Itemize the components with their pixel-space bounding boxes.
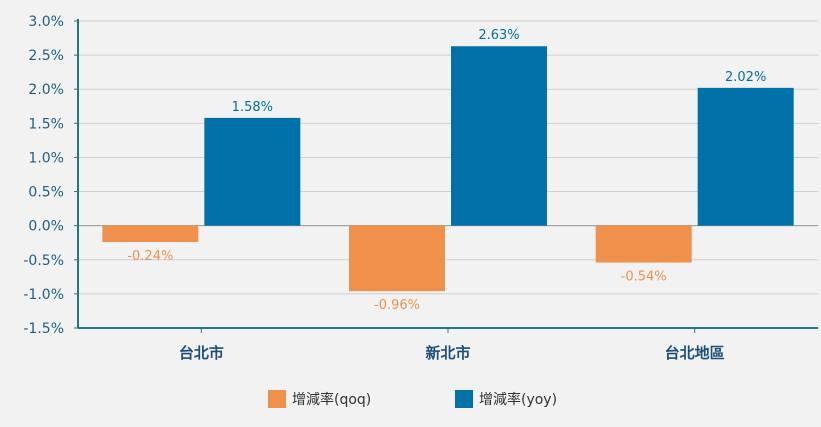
legend-swatch-qoq	[268, 390, 286, 408]
legend-item-qoq[interactable]: 增減率(qoq)	[268, 388, 371, 410]
bar-yoy[interactable]	[451, 46, 547, 226]
x-tick-label: 新北市	[425, 344, 470, 362]
y-tick-label: -1.5%	[23, 321, 64, 337]
y-tick-label: 1.5%	[28, 116, 64, 132]
data-label-yoy: 2.63%	[478, 28, 519, 43]
data-label-yoy: 2.02%	[725, 70, 766, 85]
y-tick-label: -1.0%	[23, 287, 64, 303]
y-tick-label: 2.5%	[28, 48, 64, 64]
data-label-yoy: 1.58%	[232, 100, 273, 115]
bar-qoq[interactable]	[102, 225, 199, 243]
y-tick-label: -0.5%	[23, 253, 64, 269]
data-label-qoq: -0.24%	[127, 249, 173, 264]
legend-swatch-yoy	[455, 390, 473, 408]
y-tick-label: 0.5%	[28, 185, 64, 201]
y-tick-label: 2.0%	[28, 82, 64, 98]
y-tick-label: 0.0%	[28, 219, 64, 235]
legend-label-yoy: 增減率(yoy)	[479, 392, 558, 408]
x-tick-label: 台北市	[179, 344, 224, 362]
legend-label-qoq: 增減率(qoq)	[292, 392, 372, 408]
data-label-qoq: -0.96%	[374, 298, 420, 313]
bar-yoy[interactable]	[204, 117, 301, 226]
data-label-qoq: -0.54%	[621, 270, 667, 285]
x-tick-label: 台北地區	[665, 344, 725, 362]
y-tick-label: 1.0%	[28, 150, 64, 166]
legend-item-yoy[interactable]: 增減率(yoy)	[455, 388, 557, 410]
bar-qoq[interactable]	[595, 225, 692, 263]
bar-yoy[interactable]	[697, 87, 794, 226]
legend: 增減率(qoq) 增減率(yoy)	[0, 388, 821, 410]
bar-qoq[interactable]	[349, 225, 445, 292]
y-tick-label: 3.0%	[28, 14, 64, 30]
